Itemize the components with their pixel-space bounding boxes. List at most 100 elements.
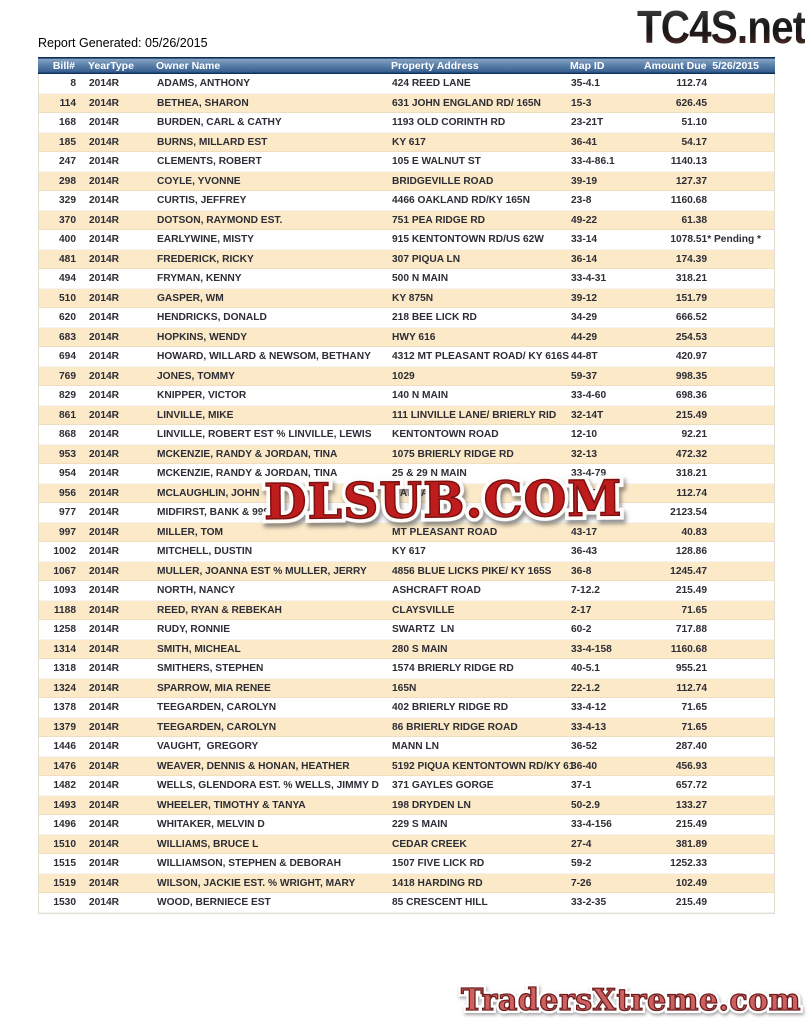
owner-name: WOOD, BERNIECE EST (157, 897, 271, 909)
amount-value: 1245.47 (670, 565, 707, 577)
year-type: 2014R (89, 682, 120, 694)
map-id: 33-4-13 (571, 721, 607, 733)
table-row: 868 2014R LINVILLE, ROBERT EST % LINVILL… (39, 425, 774, 445)
map-id: 49-22 (571, 214, 598, 226)
year-type: 2014R (89, 292, 120, 304)
table-row: 8 2014R ADAMS, ANTHONY 424 REED LANE 35-… (39, 74, 774, 94)
amount-due: 456.93 (637, 761, 774, 772)
year-type: 2014R (89, 546, 120, 558)
table-row: 1002 2014R MITCHELL, DUSTIN KY 617 36-43… (39, 542, 774, 562)
table-row: 400 2014R EARLYWINE, MISTY 915 KENTONTOW… (39, 230, 774, 250)
table-row: 1258 2014R RUDY, RONNIE SWARTZ LN 60-2 7… (39, 620, 774, 640)
table-row: 1496 2014R WHITAKER, MELVIN D 229 S MAIN… (39, 815, 774, 835)
bill-number: 185 (59, 136, 76, 148)
bill-number: 1530 (53, 897, 76, 909)
map-id: 2-17 (571, 604, 592, 616)
amount-value: 92.21 (681, 429, 708, 441)
map-id: 27-5 (571, 507, 592, 519)
property-address: 1193 OLD CORINTH RD (392, 117, 506, 129)
table-row: 620 2014R HENDRICKS, DONALD 218 BEE LICK… (39, 308, 774, 328)
year-type: 2014R (89, 526, 120, 538)
map-id: 33-4-158 (571, 643, 612, 655)
amount-due: 54.17 (637, 137, 774, 148)
bill-number: 1188 (53, 604, 76, 616)
table-row: 114 2014R BETHEA, SHARON 631 JOHN ENGLAN… (39, 93, 774, 113)
owner-name: MCKENZIE, RANDY & JORDAN, TINA (157, 448, 338, 460)
amount-due: 133.27 (637, 800, 774, 811)
property-address: 229 S MAIN (392, 819, 448, 831)
map-id: 34-29 (571, 312, 598, 324)
owner-name: WILSON, JACKIE EST. % WRIGHT, MARY (157, 877, 356, 889)
table-row: 1493 2014R WHEELER, TIMOTHY & TANYA 198 … (39, 795, 774, 815)
owner-name: SMITH, MICHEAL (157, 643, 241, 655)
amount-due: 472.32 (637, 449, 774, 460)
year-type: 2014R (89, 877, 120, 889)
table-row: 694 2014R HOWARD, WILLARD & NEWSOM, BETH… (39, 347, 774, 367)
amount-value: 71.65 (681, 702, 708, 714)
table-row: 329 2014R CURTIS, JEFFREY 4466 OAKLAND R… (39, 191, 774, 211)
amount-value: 102.49 (675, 877, 707, 889)
owner-name: NORTH, NANCY (157, 585, 236, 597)
table-row: 997 2014R MILLER, TOM MT PLEASANT ROAD 4… (39, 522, 774, 542)
amount-value: 151.79 (675, 292, 707, 304)
property-address: 25 & 29 N MAIN (392, 468, 467, 480)
amount-due: 955.21 (637, 663, 774, 674)
year-type: 2014R (89, 312, 120, 324)
table-row: 953 2014R MCKENZIE, RANDY & JORDAN, TINA… (39, 444, 774, 464)
year-type: 2014R (89, 331, 120, 343)
map-id: 27-4 (571, 838, 592, 850)
table-row: 683 2014R HOPKINS, WENDY HWY 616 44-29 2… (39, 327, 774, 347)
owner-name: MULLER, JOANNA EST % MULLER, JERRY (157, 565, 367, 577)
amount-due: 998.35 (637, 371, 774, 382)
bill-number: 370 (59, 214, 76, 226)
owner-name: BURNS, MILLARD EST (157, 136, 268, 148)
property-address: 105 E WALNUT ST (392, 156, 481, 168)
bill-number: 494 (59, 273, 76, 285)
property-address: 371 GAYLES GORGE (392, 780, 494, 792)
map-id: 33-4-60 (571, 390, 607, 402)
bill-number: 400 (59, 234, 76, 246)
owner-name: MITCHELL, DUSTIN (157, 546, 253, 558)
bill-number: 829 (59, 390, 76, 402)
bill-number: 1379 (53, 721, 76, 733)
year-type: 2014R (89, 663, 120, 675)
amount-due: 666.52 (637, 312, 774, 323)
amount-due: 1252.33 (637, 858, 774, 869)
amount-due: 71.65 (637, 605, 774, 616)
table-row: 861 2014R LINVILLE, MIKE 111 LINVILLE LA… (39, 405, 774, 425)
amount-due: 71.65 (637, 722, 774, 733)
bill-number: 1496 (53, 819, 76, 831)
amount-due: 128.86 (637, 546, 774, 557)
table-row: 1482 2014R WELLS, GLENDORA EST. % WELLS,… (39, 776, 774, 796)
property-address: 1574 BRIERLY RIDGE RD (392, 663, 514, 675)
year-type: 2014R (89, 604, 120, 616)
bill-number: 956 (59, 487, 76, 499)
amount-due: 2123.54 (637, 507, 774, 518)
amount-due: 40.83 (637, 527, 774, 538)
table-row: 370 2014R DOTSON, RAYMOND EST. 751 PEA R… (39, 210, 774, 230)
amount-value: 215.49 (675, 819, 707, 831)
table-row: 481 2014R FREDERICK, RICKY 307 PIQUA LN … (39, 249, 774, 269)
property-address: MANN LN (392, 741, 439, 753)
property-address: KY 617 (392, 136, 426, 148)
bill-number: 953 (59, 448, 76, 460)
bill-number: 868 (59, 429, 76, 441)
tradersxtreme-logo: TradersXtreme.com TradersXtreme.com (458, 980, 803, 1021)
table-row: 510 2014R GASPER, WM KY 875N 39-12 151.7… (39, 288, 774, 308)
property-address: 751 PEA RIDGE RD (392, 214, 486, 226)
map-id: 33-4-31 (571, 273, 607, 285)
amount-value: 215.49 (675, 897, 707, 909)
year-type: 2014R (89, 214, 120, 226)
amount-value: 717.88 (675, 624, 707, 636)
amount-value: 128.86 (675, 546, 707, 558)
bill-number: 1476 (53, 760, 76, 772)
amount-due: 657.72 (637, 780, 774, 791)
column-header-owner: Owner Name (156, 59, 221, 72)
map-id: 33-2-35 (571, 897, 607, 909)
map-id: 36-43 (571, 546, 598, 558)
year-type: 2014R (89, 468, 120, 480)
amount-due: 151.79 (637, 293, 774, 304)
owner-name: CURTIS, JEFFREY (157, 195, 247, 207)
property-address: 1507 FIVE LICK RD (392, 858, 485, 870)
bill-number: 997 (59, 526, 76, 538)
